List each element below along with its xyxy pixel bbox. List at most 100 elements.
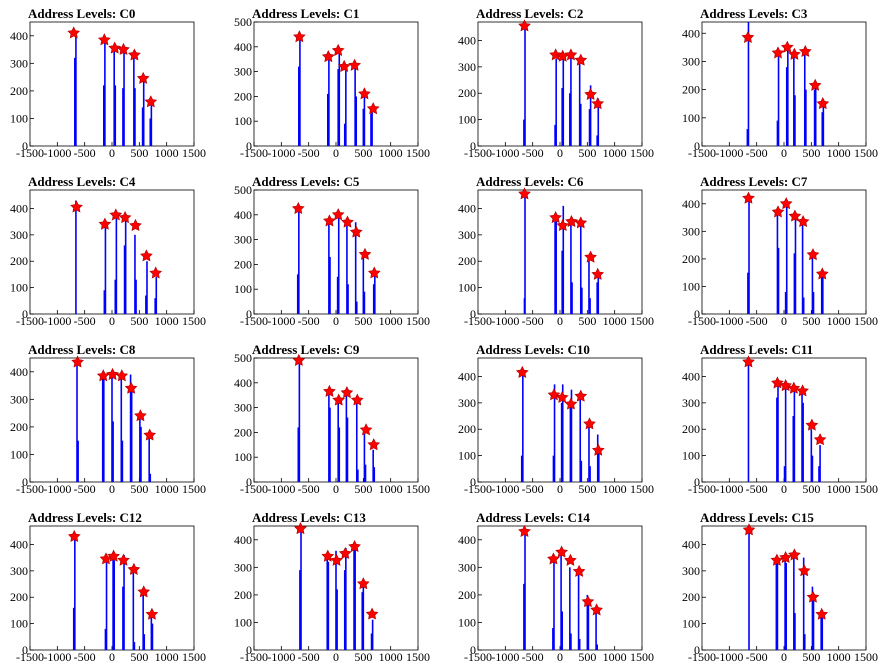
y-tick-label: 400 (458, 533, 476, 547)
x-tick-label: 500 (802, 146, 820, 160)
peak-marker (117, 42, 130, 55)
y-tick-label: 300 (234, 560, 252, 574)
peak-marker (590, 603, 603, 616)
y-tick-label: 200 (458, 588, 476, 602)
x-tick-label: -1500 (240, 314, 268, 328)
axes-frame (253, 357, 419, 483)
peak-marker (549, 211, 562, 224)
peak-marker (813, 433, 827, 446)
y-tick-label: 200 (458, 86, 476, 100)
y-tick-label: 100 (10, 111, 28, 125)
y-tick-label: 300 (458, 560, 476, 574)
y-tick-label: 300 (10, 56, 28, 70)
peak-marker (358, 247, 372, 260)
chart-title: Address Levels: C9 (252, 342, 360, 357)
y-tick-label: 500 (234, 351, 252, 365)
peak-marker (340, 386, 354, 399)
peak-marker (366, 102, 380, 115)
peak-marker (555, 545, 568, 558)
x-tick-label: 1500 (630, 482, 654, 496)
peak-marker (70, 200, 83, 213)
peak-marker (145, 607, 159, 620)
y-tick-label: 300 (234, 65, 252, 79)
y-tick-label: 100 (458, 449, 476, 463)
chart-title: Address Levels: C14 (476, 510, 590, 525)
y-tick-label: 100 (458, 615, 476, 629)
peak-marker (149, 266, 163, 279)
x-tick-label: 1500 (182, 314, 206, 328)
y-tick-label: 200 (234, 425, 252, 439)
peak-marker (348, 540, 361, 553)
peak-marker (549, 48, 562, 61)
x-tick-label: 1500 (630, 314, 654, 328)
peak-marker (788, 209, 802, 222)
chart-svg: Address Levels: C15 0 100 200 300 400 -1500 -10… (682, 510, 878, 664)
chart-svg: Address Levels: C10 0 100 200 300 400 -1500 -10… (458, 342, 654, 496)
x-tick-label: -500 (746, 482, 768, 496)
peak-marker (574, 216, 588, 229)
peak-marker (349, 225, 363, 238)
x-tick-label: -1500 (464, 482, 492, 496)
x-tick-label: -500 (522, 482, 544, 496)
x-tick-label: 1000 (603, 482, 627, 496)
x-tick-label: -1000 (43, 482, 71, 496)
peak-marker (547, 388, 561, 401)
x-tick-label: -1000 (715, 146, 743, 160)
peak-marker (515, 365, 529, 378)
peak-marker (780, 40, 794, 53)
x-tick-label: -1500 (464, 650, 492, 664)
x-tick-label: -500 (74, 146, 96, 160)
peak-marker (572, 564, 586, 577)
chart-svg: Address Levels: C2 0 100 200 300 400 -1500 -100… (458, 6, 654, 160)
peak-marker (564, 553, 577, 566)
x-tick-label: 1000 (155, 482, 179, 496)
y-tick-label: 400 (458, 369, 476, 383)
chart-title: Address Levels: C6 (476, 174, 584, 189)
peak-marker (805, 418, 819, 431)
peak-marker (341, 215, 354, 228)
x-tick-label: 1000 (827, 650, 851, 664)
chart-svg: Address Levels: C0 0 100 200 300 400 -1500 -100… (10, 6, 206, 160)
x-tick-label: 1500 (406, 482, 430, 496)
peak-marker (574, 389, 588, 402)
x-tick-label: -1000 (43, 650, 71, 664)
chart-panel-c2: Address Levels: C2 0 100 200 300 400 -1500 -100… (448, 0, 672, 168)
peak-marker (779, 197, 793, 210)
peak-marker (291, 201, 305, 215)
chart-svg: Address Levels: C8 0 100 200 300 400 -1500 -100… (10, 342, 206, 496)
x-tick-label: -1000 (267, 482, 295, 496)
peak-marker (136, 71, 150, 84)
chart-panel-c13: Address Levels: C13 0 100 200 300 400 -1500 -10… (224, 504, 448, 672)
y-tick-label: 0 (470, 643, 476, 657)
peak-marker (564, 397, 578, 410)
y-tick-label: 400 (458, 33, 476, 47)
y-tick-label: 300 (458, 228, 476, 242)
peak-marker (367, 438, 381, 451)
x-tick-label: 0 (333, 482, 339, 496)
y-tick-label: 100 (682, 617, 700, 631)
x-tick-label: 500 (578, 146, 596, 160)
chart-panel-c5: Address Levels: C5 0 100 200 300 400 500 -1500-… (224, 168, 448, 336)
chart-svg: Address Levels: C90100200300400500-1500-… (234, 342, 430, 496)
y-tick-label: 200 (234, 257, 252, 271)
y-tick-label: 400 (10, 537, 28, 551)
peak-marker (591, 97, 605, 110)
x-tick-label: 1000 (155, 650, 179, 664)
x-tick-label: 500 (354, 146, 372, 160)
peak-marker (106, 367, 119, 380)
peak-marker (815, 607, 829, 620)
peak-marker (796, 384, 809, 397)
y-tick-label: 400 (682, 537, 700, 551)
x-tick-label: 1000 (379, 146, 403, 160)
y-tick-label: 300 (234, 233, 252, 247)
x-tick-label: -500 (74, 314, 96, 328)
x-tick-label: 1500 (182, 650, 206, 664)
y-tick-label: 400 (234, 533, 252, 547)
y-tick-label: 0 (694, 643, 700, 657)
axes-frame (477, 21, 643, 147)
chart-panel-c10: Address Levels: C10 0 100 200 300 400 -1500 -10… (448, 336, 672, 504)
y-tick-label: 400 (234, 208, 252, 222)
chart-svg: Address Levels: C11 0 100 200 300 400 -1500 -10… (682, 342, 878, 496)
y-tick-label: 300 (682, 396, 700, 410)
peak-marker (321, 50, 335, 63)
